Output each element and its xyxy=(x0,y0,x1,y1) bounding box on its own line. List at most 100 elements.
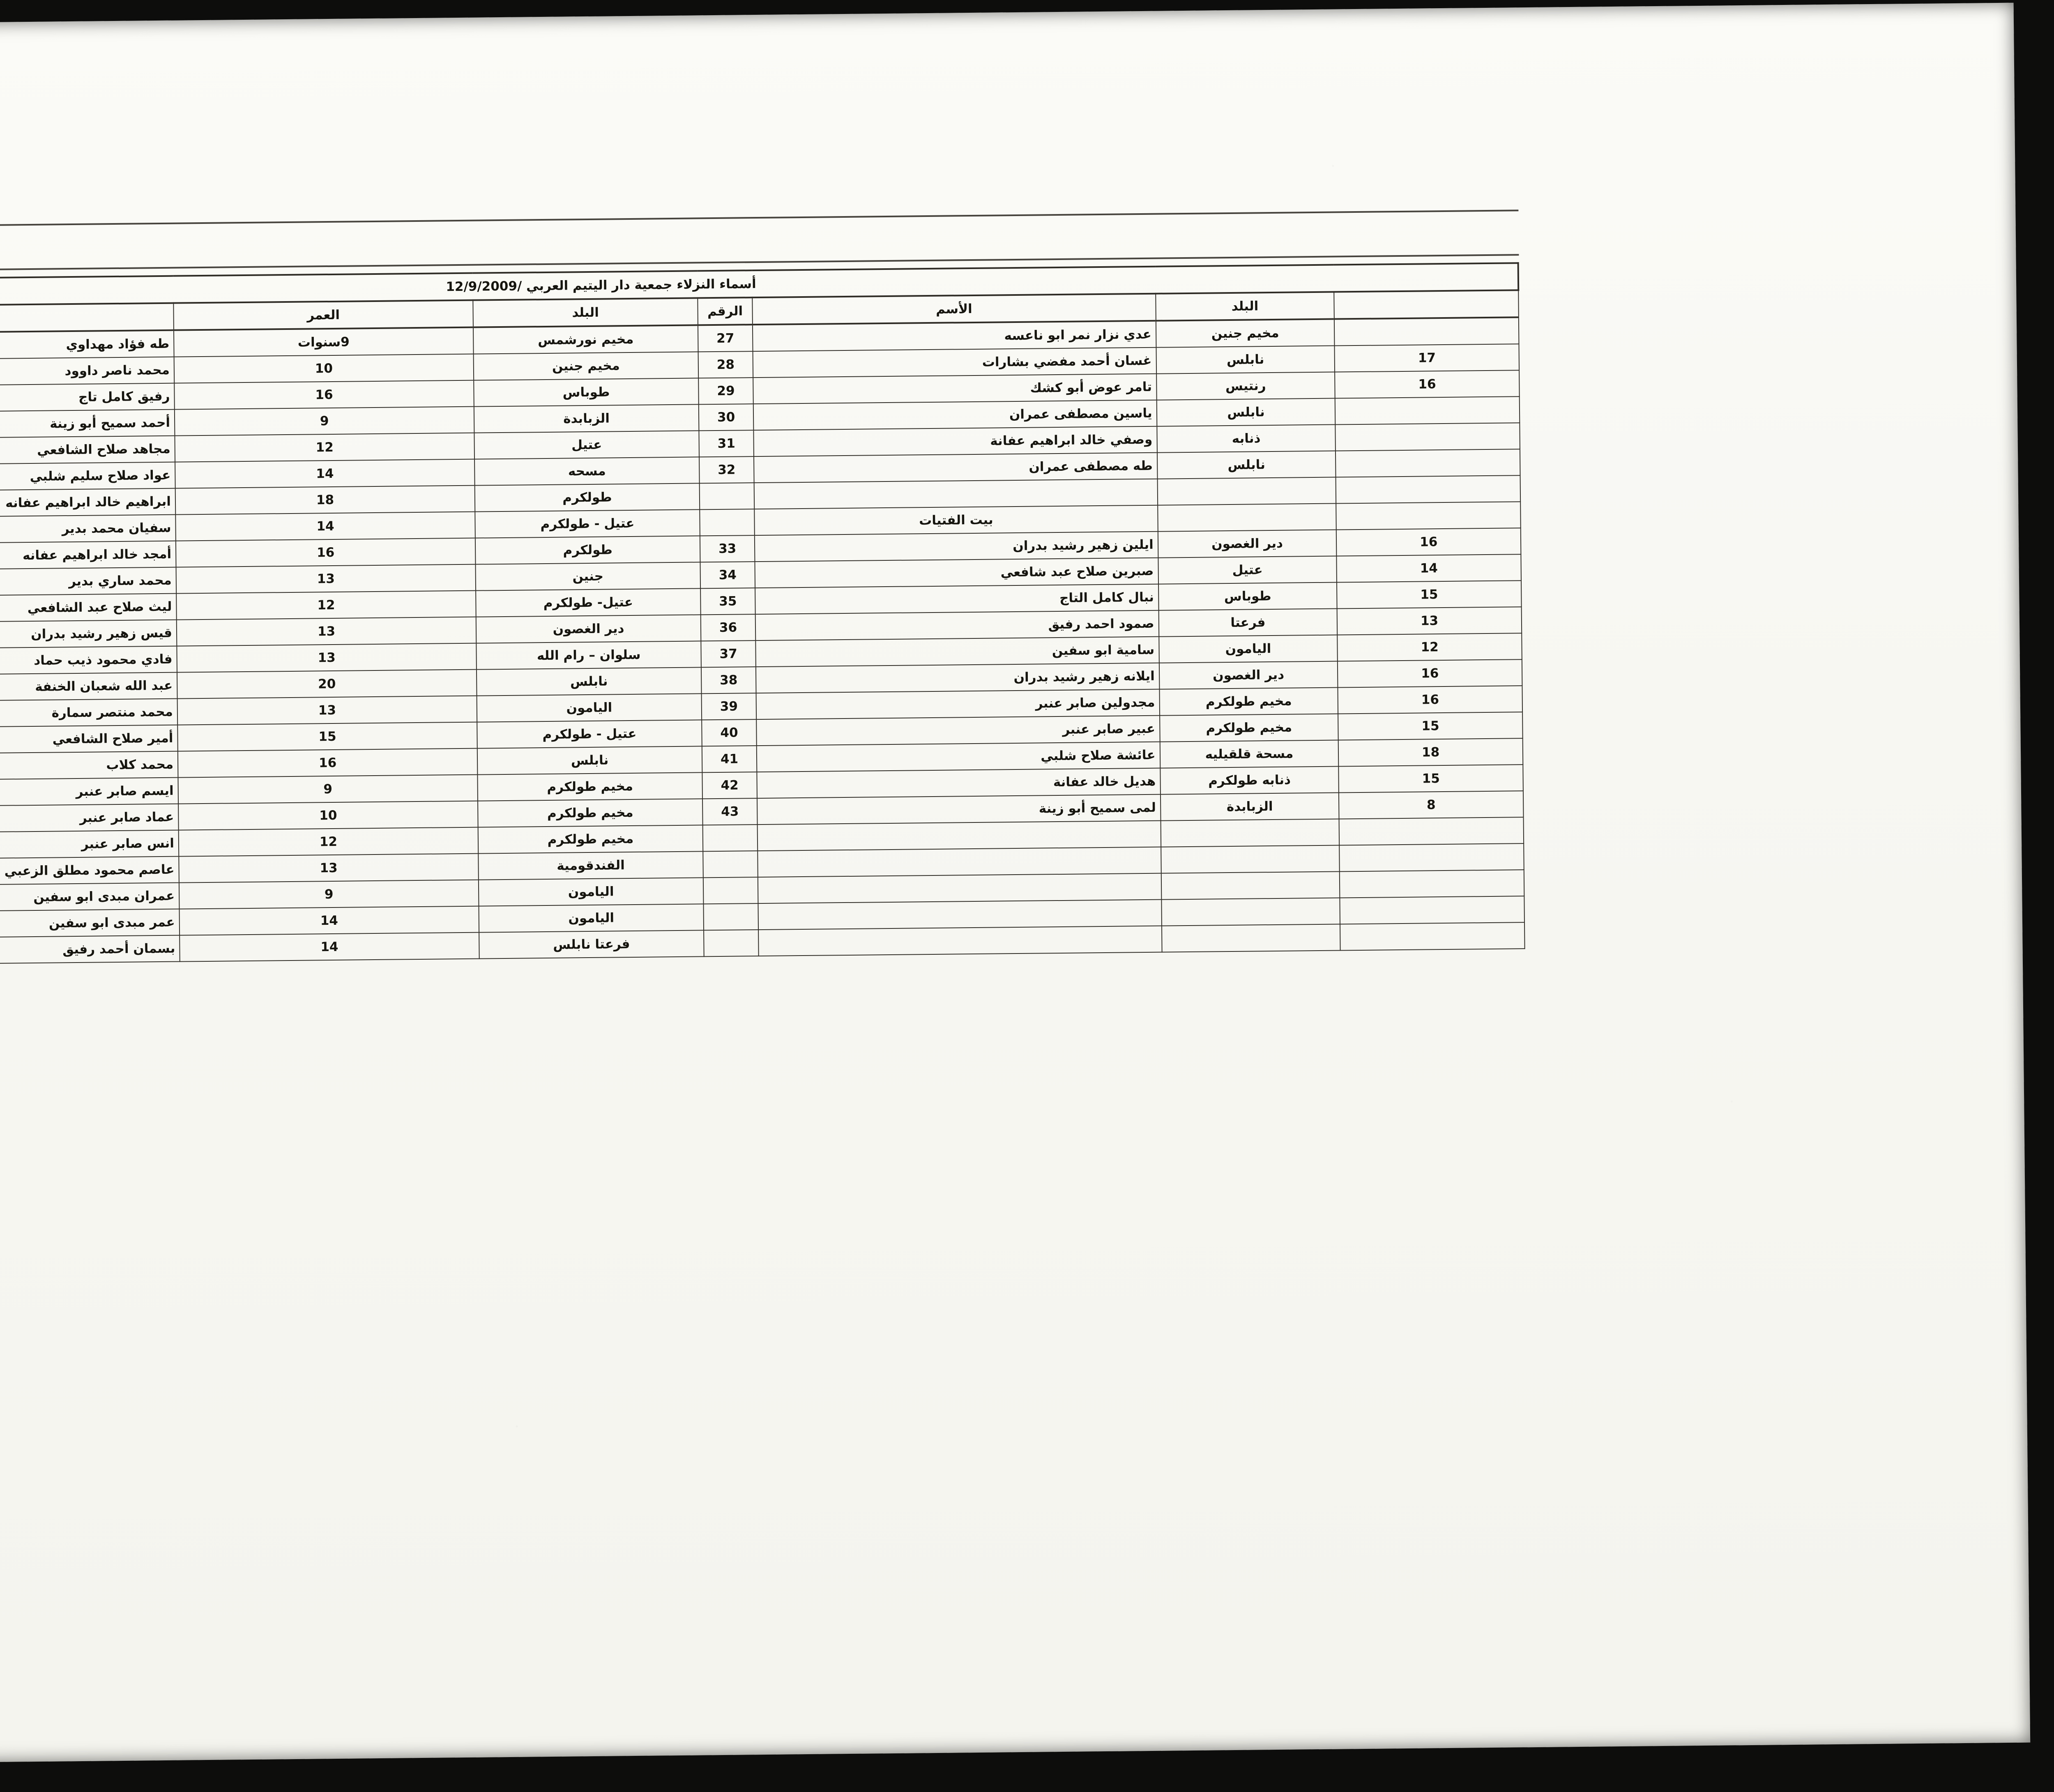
cell-age-left: 18 xyxy=(1338,738,1523,767)
cell-town-left: طوباس xyxy=(1158,582,1337,610)
cell-age-right: 18 xyxy=(175,485,475,515)
cell-age-right: 13 xyxy=(176,564,476,594)
cell-age-right: 9 xyxy=(174,406,474,436)
cell-town-left: نابلس xyxy=(1157,451,1336,479)
cell-town-left: فرعتا xyxy=(1158,608,1338,637)
cell-age-left: 17 xyxy=(1334,344,1520,372)
cell-number-left: 31 xyxy=(699,430,754,457)
cell-name-right: محمد منتصر سمارة xyxy=(0,698,178,729)
cell-age-right: 14 xyxy=(175,511,475,541)
cell-number-left: 35 xyxy=(700,588,755,615)
cell-spacer xyxy=(1340,870,1524,898)
cell-town-right: جنين xyxy=(475,562,700,591)
cell-age-left: 13 xyxy=(1337,607,1522,635)
cell-age-right: 9 xyxy=(178,774,478,804)
cell-age-left xyxy=(1335,396,1520,425)
cell-number-left: 40 xyxy=(702,719,757,746)
cell-age-right: 12 xyxy=(178,827,479,857)
cell-town-left xyxy=(1157,477,1336,505)
cell-name-left: نبال كامل التاج xyxy=(755,584,1159,615)
roster-table: أسماء النزلاء جمعية دار اليتيم العربي /1… xyxy=(0,262,1526,967)
cell-name-left: تامر عوض أبو كشك xyxy=(753,373,1157,404)
cell-age-right: 12 xyxy=(175,433,475,462)
cell-name-left: غسان أحمد مفضي بشارات xyxy=(753,347,1156,378)
cell-name-right: بسمان أحمد رفيق xyxy=(0,935,180,966)
cell-town-left: مخيم جنين xyxy=(1156,319,1335,348)
cell-town-right: اليامون xyxy=(479,904,704,933)
cell-name-right: سفيان محمد بدير xyxy=(0,514,176,545)
cell-town-left: مخيم طولكرم xyxy=(1159,687,1338,716)
cell-town-left: اليامون xyxy=(1158,635,1338,663)
cell-number-left: 34 xyxy=(700,562,755,589)
cell-age-right: 14 xyxy=(180,932,479,962)
cell-name-left: عائشة صلاح شلبي xyxy=(756,742,1160,772)
cell-name-left: ايلانه زهير رشيد بدران xyxy=(756,663,1160,693)
cell-name-left: هديل خالد عفانة xyxy=(757,768,1161,799)
cell-number-left xyxy=(702,825,758,852)
cell-town-right: الفندقومية xyxy=(478,851,703,880)
cell-spacer xyxy=(1340,896,1524,924)
cell-town-right: عتيل xyxy=(474,431,699,459)
cell-age-left xyxy=(1335,423,1520,451)
cell-name-right: فادي محمود ذيب حماد xyxy=(0,646,177,677)
cell-town-left xyxy=(1157,503,1337,532)
cell-age-right: 15 xyxy=(177,722,477,751)
cell-number-left: 42 xyxy=(702,772,758,799)
cell-name-right: عبد الله شعبان الخنفة xyxy=(0,672,177,703)
cell-town-right: عتيل- طولكرم xyxy=(476,588,701,617)
cell-name-right: عمران مبدى ابو سفين xyxy=(0,882,180,913)
cell-age-left: 16 xyxy=(1335,370,1520,398)
cell-town-right: فرعتا نابلس xyxy=(479,930,704,959)
cell-town-left: دير الغصون xyxy=(1159,661,1338,689)
cell-name-right: عماد صابر عنبر xyxy=(0,804,179,834)
cell-age-right: 16 xyxy=(175,538,476,567)
cell-name-left: لمى سميح أبو زينة xyxy=(757,794,1161,825)
cell-town-right: مخيم نورشمس xyxy=(473,325,698,354)
cell-number-left: 37 xyxy=(701,640,756,668)
column-header-blank xyxy=(1334,290,1519,319)
section-header-girls-house: بيت الفتيات xyxy=(754,505,1158,536)
column-header-town-right: البلد xyxy=(473,298,698,327)
cell-town-left: ذنابه طولكرم xyxy=(1160,766,1339,795)
cell-town-right: نابلس xyxy=(477,667,702,696)
cell-name-right: رفيق كامل تاج xyxy=(0,383,175,414)
cell-spacer xyxy=(1336,502,1521,530)
cell-name-right: أحمد سميح أبو زينة xyxy=(0,409,175,440)
cell-town-left xyxy=(1161,871,1340,900)
cell-number-left xyxy=(699,483,755,510)
column-header-name-right: الأسم xyxy=(0,303,174,334)
cell-name-right: ايسم صابر عنبر xyxy=(0,777,179,808)
cell-age-left: 8 xyxy=(1339,791,1524,819)
cell-age-right: 10 xyxy=(174,354,474,383)
cell-age-right: 13 xyxy=(179,853,479,883)
cell-town-left xyxy=(1161,845,1340,873)
cell-name-left: مجدولين صابر عنبر xyxy=(756,689,1160,720)
cell-town-right: عتيل - طولكرم xyxy=(477,720,702,749)
cell-name-right: ليث صلاح عبد الشافعي xyxy=(0,593,177,624)
cell-name-right: محمد ناصر داوود xyxy=(0,357,175,387)
cell-age-left: 15 xyxy=(1338,765,1523,793)
cell-name-left: ايلين زهير رشيد بدران xyxy=(754,531,1158,562)
cell-age-left: 15 xyxy=(1337,580,1522,609)
cell-number-left xyxy=(700,509,755,536)
cell-age-right: 10 xyxy=(178,801,478,830)
cell-number-left: 33 xyxy=(700,535,755,562)
cell-town-left: ذنابه xyxy=(1156,424,1336,453)
cell-name-left: طه مصطفى عمران xyxy=(754,452,1158,483)
cell-town-right: نابلس xyxy=(477,746,702,775)
cell-name-left xyxy=(754,479,1158,509)
cell-name-left xyxy=(757,820,1161,851)
cell-age-right: 12 xyxy=(176,590,476,620)
table-outer-frame-line xyxy=(0,210,1519,229)
cell-number-left: 32 xyxy=(699,456,754,484)
cell-town-right: طولكرم xyxy=(474,483,700,512)
cell-town-right: مخيم طولكرم xyxy=(478,825,703,854)
cell-number-left: 38 xyxy=(701,667,756,694)
cell-name-left: صمود احمد رفيق xyxy=(755,610,1159,641)
cell-name-left xyxy=(758,899,1162,930)
cell-town-right: عتيل - طولكرم xyxy=(475,509,700,538)
cell-town-right: مخيم طولكرم xyxy=(478,799,703,827)
cell-number-left: 39 xyxy=(701,693,757,720)
cell-town-right: طولكرم xyxy=(475,536,700,564)
cell-town-right: اليامون xyxy=(478,878,704,906)
